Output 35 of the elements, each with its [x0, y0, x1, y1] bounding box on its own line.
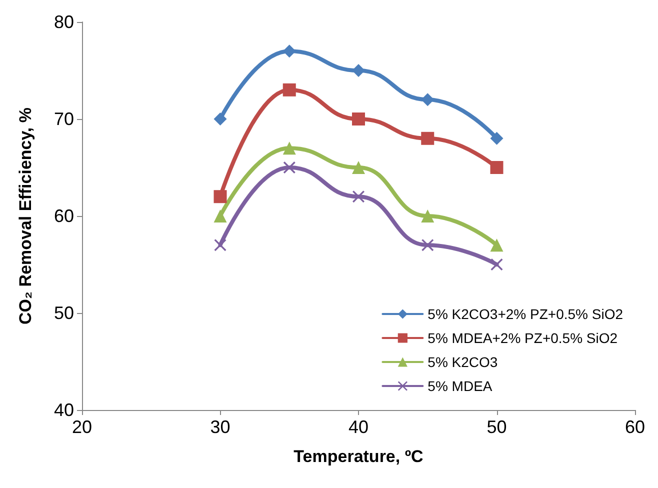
y-tick-label: 50	[54, 303, 74, 323]
x-tick-label: 60	[624, 417, 646, 437]
point	[214, 112, 227, 126]
point	[214, 190, 227, 204]
x-tick-label: 20	[72, 417, 92, 437]
point	[352, 64, 365, 77]
point	[421, 210, 434, 222]
x-tick-label: 30	[210, 417, 230, 437]
point	[490, 238, 504, 252]
point	[214, 210, 227, 222]
y-tick-label: 80	[54, 12, 74, 32]
x-axis-title: Temperature, ºC	[294, 447, 424, 466]
y-axis-title: CO₂ Removal Efficiency, %	[16, 108, 35, 324]
y-tick-label: 70	[54, 109, 74, 129]
point	[282, 44, 296, 58]
point	[422, 239, 434, 252]
point	[490, 132, 504, 145]
point	[490, 161, 504, 174]
legend-label: 5% K2CO3	[428, 354, 498, 370]
point	[421, 132, 434, 145]
y-tick-label: 60	[54, 206, 74, 226]
point	[421, 93, 434, 106]
point	[283, 162, 296, 174]
x-tick-label: 50	[486, 417, 507, 437]
point	[282, 142, 296, 155]
point	[282, 83, 296, 96]
legend-label: 5% MDEA	[428, 378, 493, 394]
point	[352, 190, 364, 203]
x-tick-label: 40	[348, 417, 369, 437]
point	[352, 161, 365, 174]
legend-label: 5% MDEA+2% PZ+0.5% SiO2	[428, 330, 618, 346]
point	[352, 112, 365, 126]
legend-label: 5% K2CO3+2% PZ+0.5% SiO2	[428, 306, 624, 322]
point	[214, 239, 226, 252]
y-tick-label: 40	[54, 400, 74, 420]
